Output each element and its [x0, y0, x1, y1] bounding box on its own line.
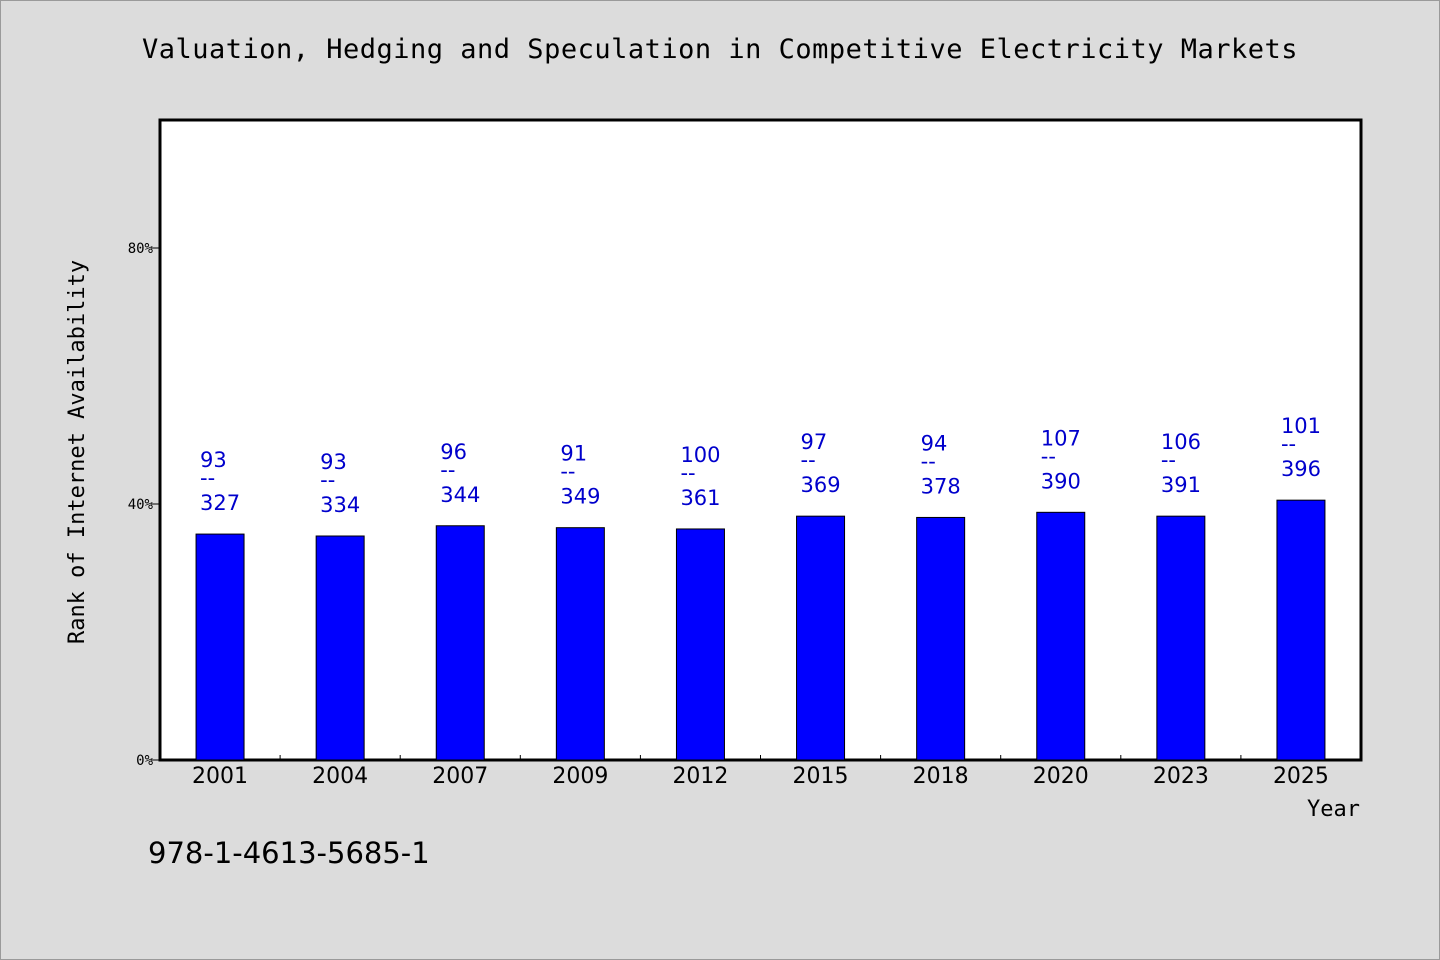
x-axis-label: Year — [1307, 797, 1360, 822]
data-label-rank: 100 — [680, 443, 720, 467]
x-tick-label: 2012 — [672, 764, 728, 789]
data-label-separator: -- — [921, 449, 936, 473]
x-tick-label: 2009 — [552, 764, 608, 789]
data-label-rank: 106 — [1161, 430, 1201, 454]
data-label-total: 344 — [440, 483, 480, 507]
data-label-rank: 93 — [200, 448, 227, 472]
data-label-separator: -- — [801, 448, 816, 472]
x-tick-label: 2004 — [312, 764, 368, 789]
data-label-total: 327 — [200, 491, 240, 515]
data-label-rank: 94 — [921, 431, 948, 455]
data-label-separator: -- — [1041, 444, 1056, 468]
x-tick-label: 2001 — [192, 764, 248, 789]
bar — [315, 535, 365, 761]
data-label-rank: 97 — [801, 430, 828, 454]
data-label-total: 396 — [1281, 457, 1321, 481]
data-label-total: 334 — [320, 493, 360, 517]
x-tick-label: 2015 — [793, 764, 849, 789]
bar — [435, 525, 485, 761]
x-tick-label: 2020 — [1033, 764, 1089, 789]
data-label-separator: -- — [560, 460, 575, 484]
bar — [195, 533, 245, 761]
data-label-separator: -- — [440, 458, 455, 482]
bar — [675, 528, 725, 761]
x-tick-label: 2025 — [1273, 764, 1329, 789]
bar — [555, 527, 605, 761]
bar — [1276, 499, 1326, 761]
x-tick-label: 2018 — [913, 764, 969, 789]
data-label-total: 390 — [1041, 469, 1081, 493]
isbn-label: 978-1-4613-5685-1 — [148, 836, 430, 870]
data-label-total: 349 — [560, 485, 600, 509]
bar — [1036, 511, 1086, 761]
data-label-total: 369 — [801, 473, 841, 497]
data-label-total: 391 — [1161, 473, 1201, 497]
x-tick-label: 2007 — [432, 764, 488, 789]
data-label-separator: -- — [320, 468, 335, 492]
data-label-separator: -- — [200, 466, 215, 490]
bar — [916, 516, 966, 761]
y-axis-label: Rank of Internet Availability — [65, 260, 90, 644]
bar — [1156, 515, 1206, 761]
data-label-rank: 107 — [1041, 426, 1081, 450]
data-label-total: 361 — [680, 486, 720, 510]
x-tick-label: 2023 — [1153, 764, 1209, 789]
data-label-separator: -- — [680, 461, 695, 485]
data-label-separator: -- — [1161, 448, 1176, 472]
y-tick-label: 80% — [128, 241, 154, 257]
y-tick-label: 40% — [128, 497, 154, 513]
data-label-separator: -- — [1281, 432, 1296, 456]
data-label-rank: 93 — [320, 450, 347, 474]
data-label-rank: 91 — [560, 442, 587, 466]
data-label-total: 378 — [921, 474, 961, 498]
data-label-rank: 101 — [1281, 414, 1321, 438]
bar — [796, 515, 846, 761]
y-tick-label: 0% — [136, 753, 153, 769]
data-label-rank: 96 — [440, 440, 467, 464]
chart-title: Valuation, Hedging and Speculation in Co… — [141, 34, 1299, 65]
